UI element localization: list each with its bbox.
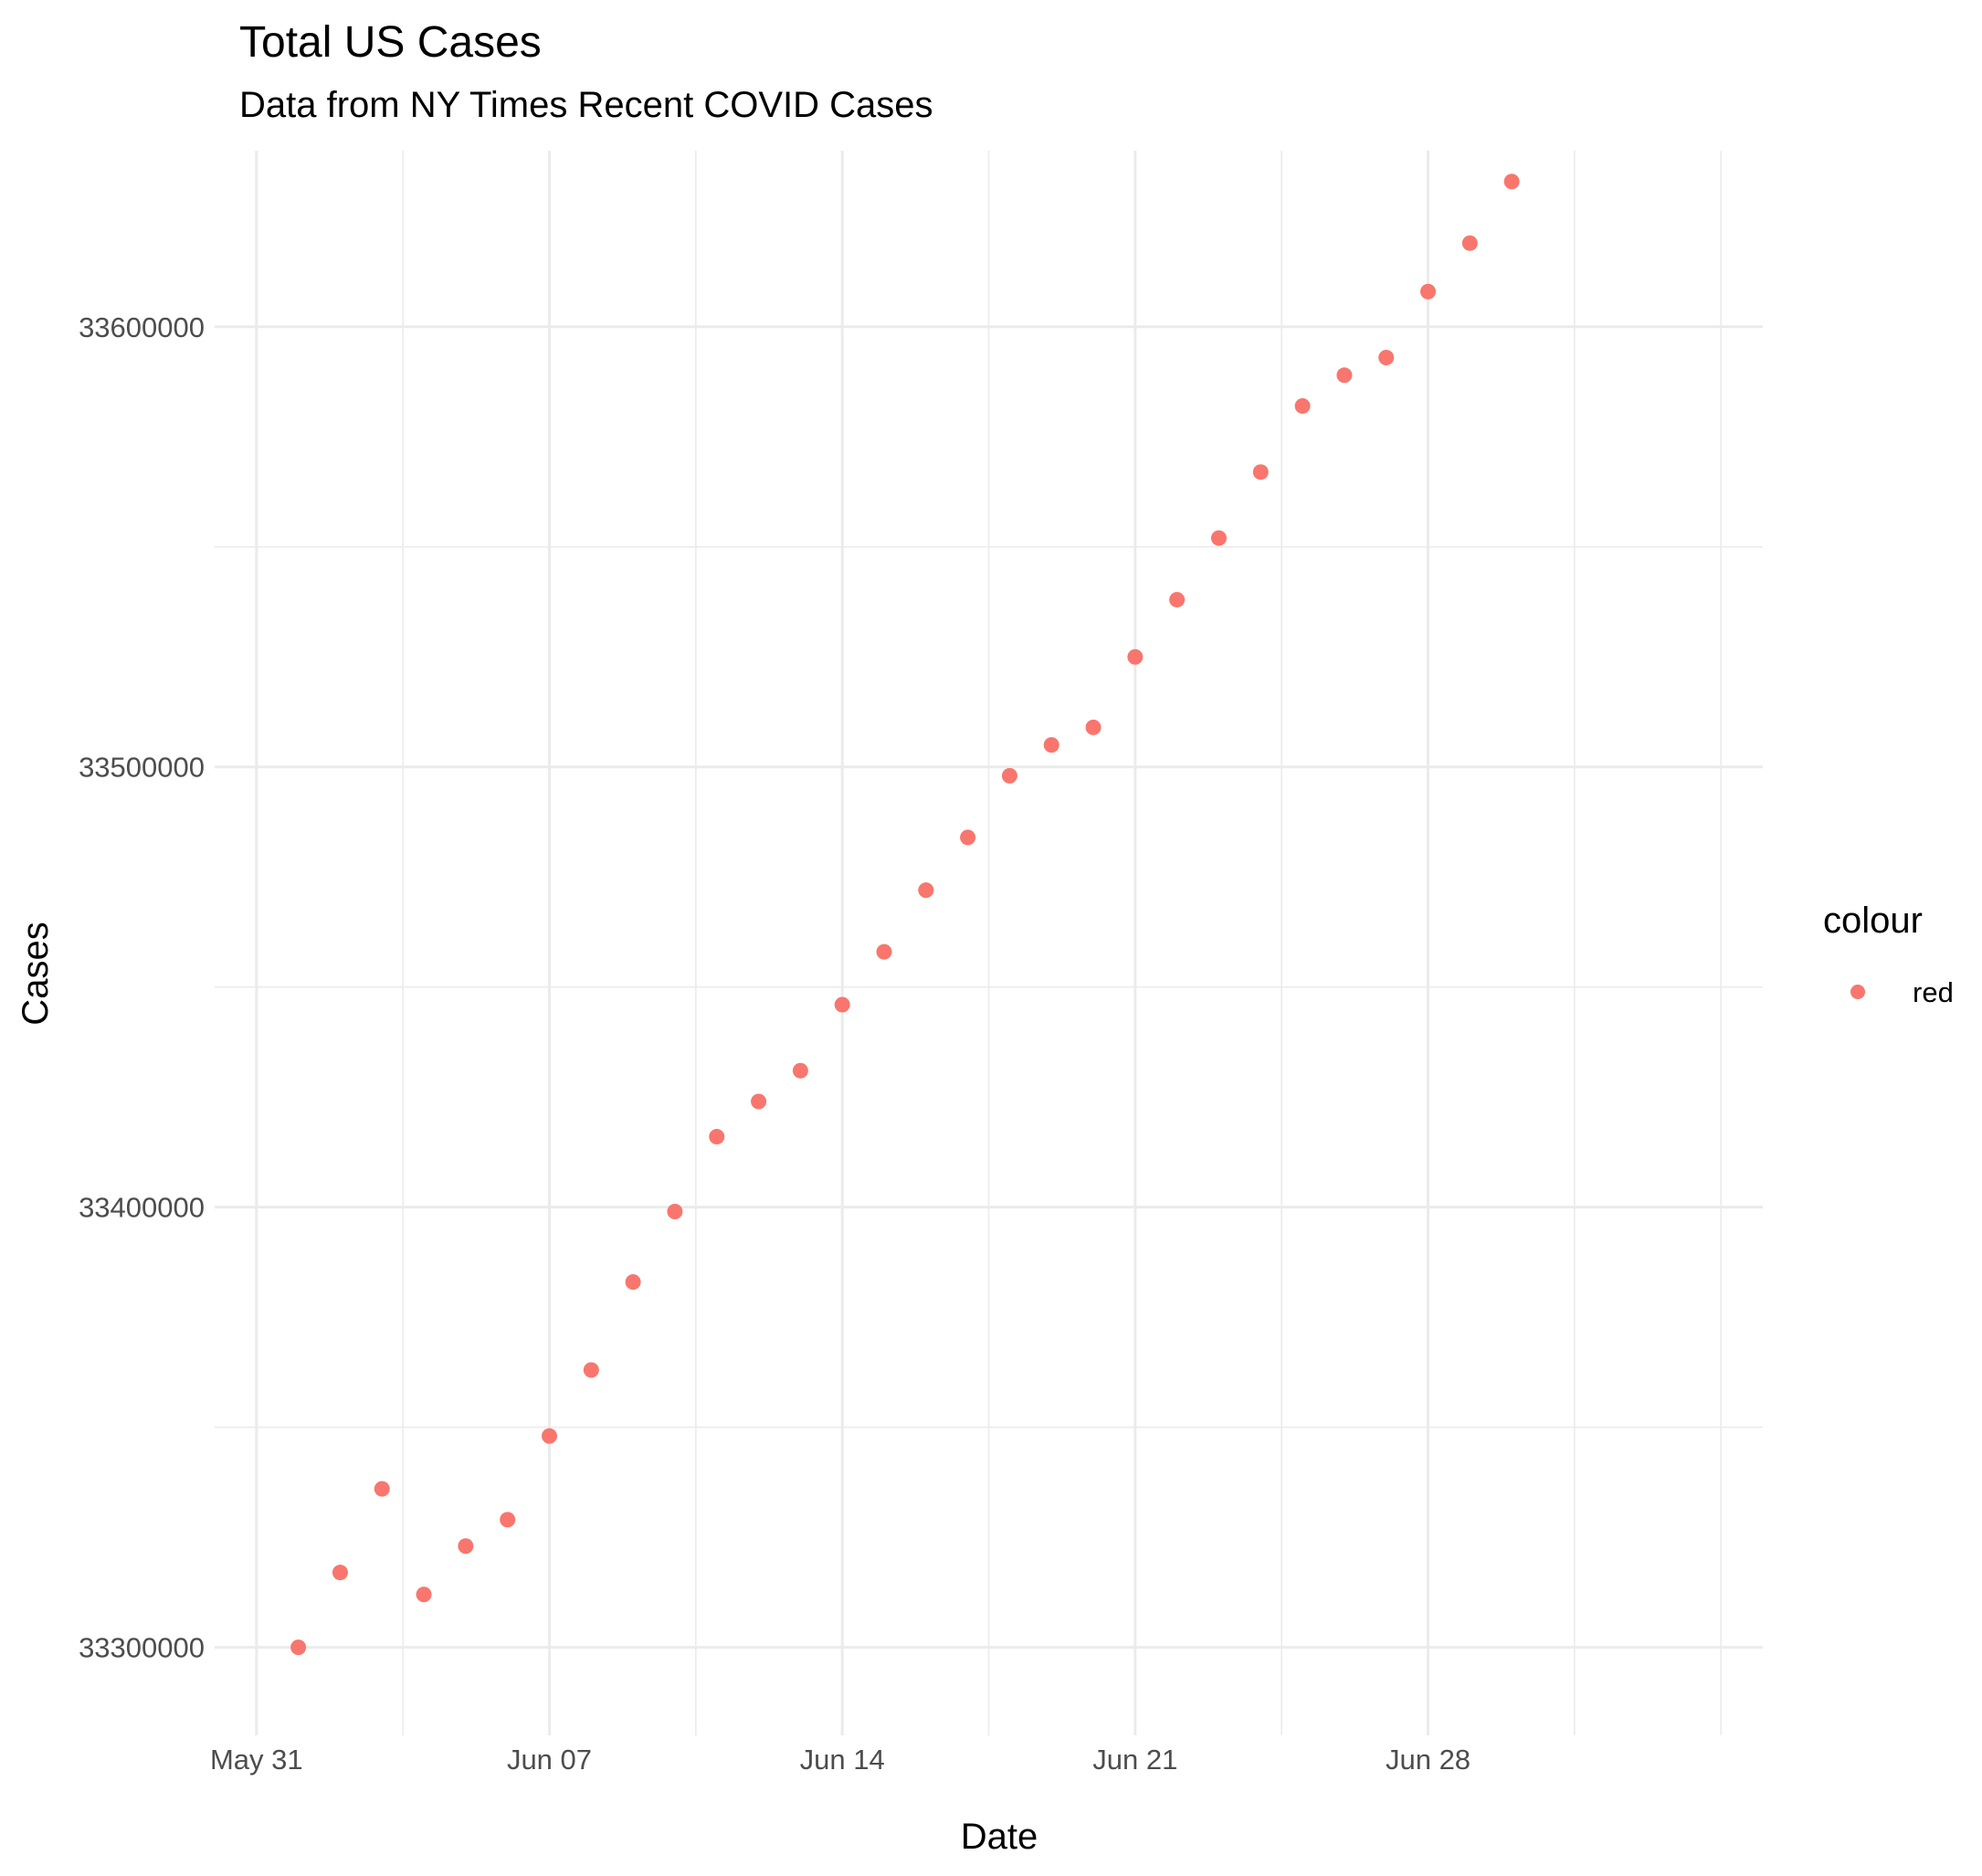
data-point bbox=[290, 1639, 307, 1656]
data-point bbox=[1085, 719, 1102, 735]
data-point bbox=[1043, 737, 1060, 754]
data-point bbox=[960, 829, 976, 846]
data-point bbox=[500, 1512, 516, 1528]
data-point bbox=[1127, 648, 1144, 665]
x-tick-label: Jun 14 bbox=[800, 1744, 885, 1776]
data-point bbox=[1169, 592, 1186, 608]
data-point bbox=[709, 1129, 725, 1145]
data-point bbox=[834, 996, 850, 1013]
data-point bbox=[374, 1481, 390, 1497]
data-point bbox=[1294, 398, 1311, 415]
data-point bbox=[416, 1586, 432, 1603]
data-point bbox=[1210, 530, 1227, 546]
x-tick-label: May 31 bbox=[210, 1744, 303, 1776]
legend-key-red bbox=[1850, 985, 1865, 999]
data-point bbox=[667, 1203, 683, 1219]
y-tick-label: 33500000 bbox=[79, 752, 205, 784]
chart-title: Total US Cases bbox=[239, 18, 542, 67]
y-axis-title: Cases bbox=[16, 922, 56, 1025]
grid bbox=[215, 151, 1763, 1735]
data-point bbox=[1378, 350, 1395, 366]
legend-label-red: red bbox=[1913, 976, 1954, 1008]
y-tick-label: 33400000 bbox=[79, 1192, 205, 1224]
data-point bbox=[332, 1565, 348, 1581]
data-point bbox=[918, 882, 934, 899]
x-tick-label: Jun 07 bbox=[507, 1744, 592, 1776]
x-axis-title: Date bbox=[961, 1817, 1038, 1857]
y-tick-label: 33600000 bbox=[79, 311, 205, 343]
data-point bbox=[1001, 767, 1017, 784]
x-tick-label: Jun 28 bbox=[1386, 1744, 1471, 1776]
data-point bbox=[792, 1062, 808, 1079]
data-point bbox=[541, 1428, 557, 1444]
legend: colour red bbox=[1823, 901, 1954, 1008]
data-point bbox=[625, 1274, 641, 1291]
data-point bbox=[1336, 367, 1353, 384]
x-tick-label: Jun 21 bbox=[1092, 1744, 1177, 1776]
data-point bbox=[583, 1362, 599, 1378]
data-point bbox=[1503, 174, 1520, 190]
data-point bbox=[1461, 235, 1478, 251]
legend-title: colour bbox=[1823, 901, 1923, 941]
data-point bbox=[458, 1538, 474, 1555]
chart-subtitle: Data from NY Times Recent COVID Cases bbox=[239, 85, 933, 125]
data-point bbox=[1420, 283, 1437, 300]
data-point bbox=[1252, 464, 1269, 480]
data-point bbox=[876, 943, 892, 960]
data-point bbox=[751, 1093, 767, 1110]
y-axis-ticks: 33300000 33400000 33500000 33600000 bbox=[79, 311, 205, 1664]
x-axis-ticks: May 31 Jun 07 Jun 14 Jun 21 Jun 28 bbox=[210, 1744, 1471, 1776]
data-points bbox=[290, 174, 1520, 1656]
y-tick-label: 33300000 bbox=[79, 1632, 205, 1664]
